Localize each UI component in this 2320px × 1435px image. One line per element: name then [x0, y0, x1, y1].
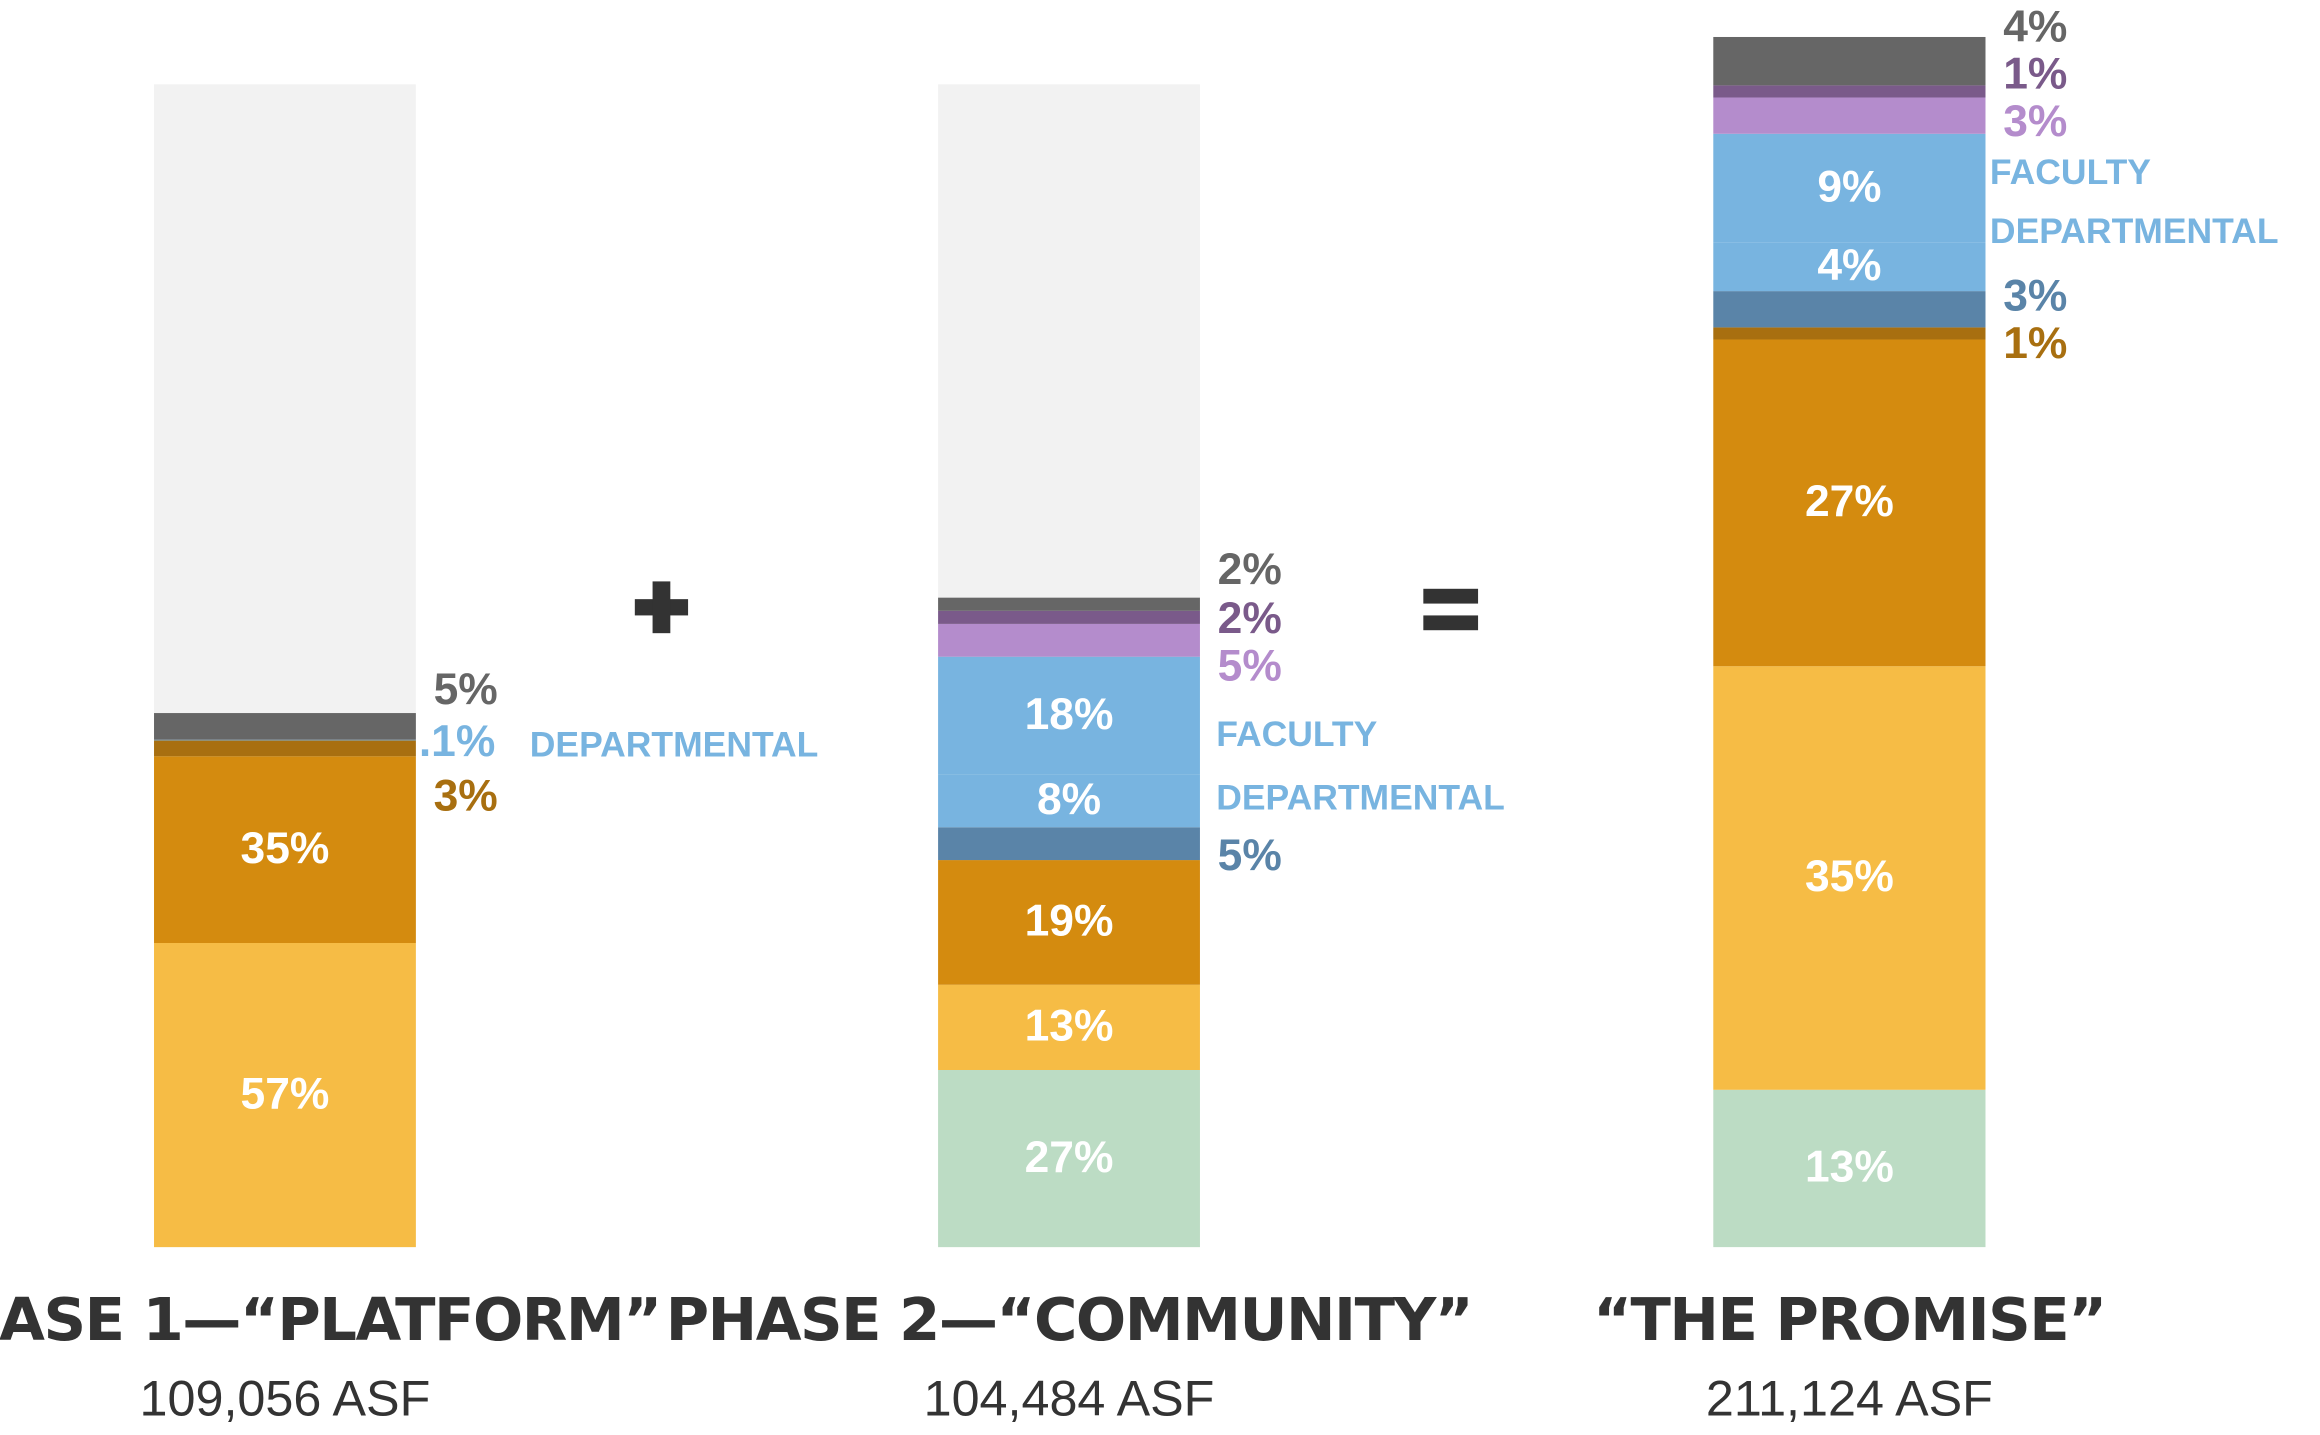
bar-segment — [154, 943, 416, 1248]
bar-segment — [938, 1069, 1200, 1248]
segment-name: DEPARTMENTAL — [1990, 211, 2279, 251]
bar-segment — [154, 713, 416, 740]
value-label: 2% — [1218, 594, 1282, 643]
value-label: 1% — [2003, 319, 2067, 368]
bar-segment — [938, 597, 1200, 611]
bar-segment — [1713, 97, 1986, 134]
value-label: .1% — [419, 717, 495, 766]
segment-name: FACULTY — [1216, 714, 1377, 754]
bar-subtitle: 104,484 ASF — [924, 1370, 1215, 1427]
plus-sign — [634, 581, 689, 634]
bar-segment — [1713, 1089, 1986, 1248]
bar-segment — [154, 740, 416, 757]
bar-segment — [1713, 85, 1986, 98]
value-label: 4% — [1817, 241, 1881, 290]
bar-segment — [1713, 242, 1986, 292]
bar-segment — [938, 984, 1200, 1070]
bar-segment — [1713, 666, 1986, 1090]
bar-segment — [1713, 36, 1986, 86]
value-label: 27% — [1805, 477, 1894, 526]
value-label: 18% — [1025, 690, 1114, 739]
value-label: 5% — [434, 665, 498, 714]
equals-sign — [1423, 588, 1479, 631]
bar-title: PHASE 2—“COMMUNITY” — [666, 1285, 1472, 1354]
value-label: 3% — [2003, 272, 2067, 321]
segment-name: DEPARTMENTAL — [530, 724, 819, 764]
bar-subtitle: 211,124 ASF — [1706, 1370, 1993, 1427]
bar-segment — [154, 756, 416, 944]
bar-segment — [1713, 339, 1986, 667]
value-label: 1% — [2003, 50, 2067, 99]
value-label: 3% — [2003, 97, 2067, 146]
value-label: 27% — [1025, 1133, 1114, 1182]
value-label: 9% — [1817, 162, 1881, 211]
bar-segment — [938, 623, 1200, 657]
bar-segment — [154, 739, 416, 741]
value-label: 19% — [1025, 897, 1114, 946]
value-label: 5% — [1218, 831, 1282, 880]
bar-segment — [938, 827, 1200, 861]
value-label: 13% — [1805, 1143, 1894, 1192]
bar-segment — [938, 656, 1200, 775]
value-label: 57% — [241, 1069, 330, 1118]
bar-subtitle: 109,056 ASF — [140, 1370, 431, 1427]
segment-name: DEPARTMENTAL — [1216, 778, 1505, 818]
value-label: 3% — [434, 772, 498, 821]
bar-title: “THE PROMISE” — [1593, 1285, 2105, 1354]
value-label: 8% — [1037, 775, 1101, 824]
bar-segment — [938, 860, 1200, 985]
bar-segment — [1713, 133, 1986, 243]
value-label: 2% — [1218, 545, 1282, 594]
bar-segment — [1713, 291, 1986, 328]
bar-segment — [1713, 327, 1986, 340]
bar-title: PHASE 1—“PLATFORM” — [0, 1285, 661, 1354]
segment-name: FACULTY — [1990, 152, 2151, 192]
bar-segment — [938, 774, 1200, 828]
value-label: 35% — [1805, 852, 1894, 901]
value-label: 4% — [2003, 2, 2067, 51]
value-label: 35% — [241, 824, 330, 873]
value-label: 5% — [1218, 641, 1282, 690]
bar-segment — [938, 610, 1200, 624]
value-label: 13% — [1025, 1002, 1114, 1051]
